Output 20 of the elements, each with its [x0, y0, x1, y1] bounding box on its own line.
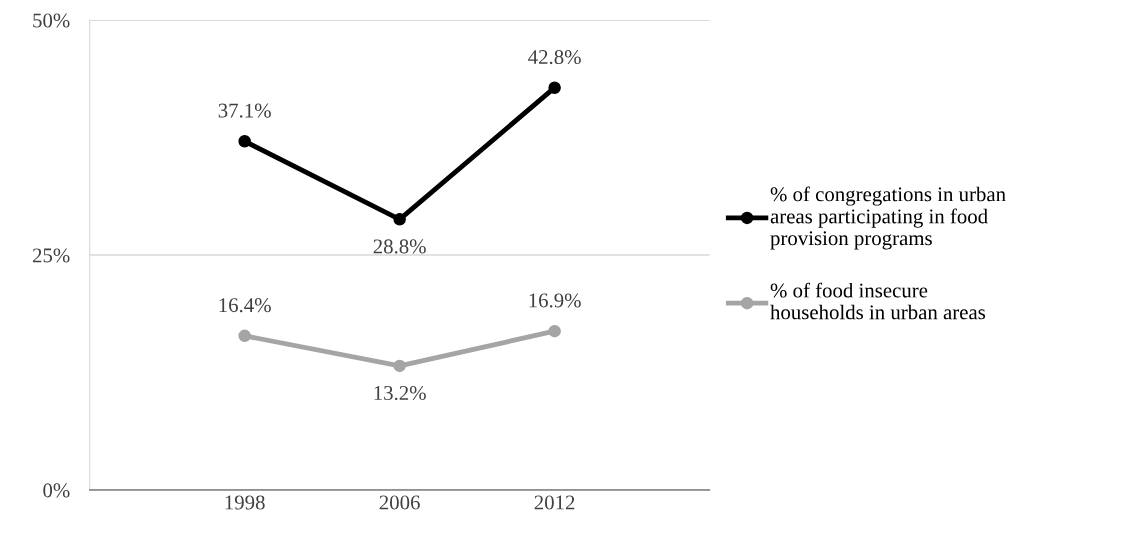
y-tick-label: 50% [33, 13, 70, 28]
point [548, 324, 561, 338]
point [548, 81, 561, 94]
point [393, 213, 406, 226]
legend-label: % of food insecure households in urban areas [770, 282, 986, 320]
data-label: 42.8% [528, 49, 581, 65]
x-tick-label: 2006 [379, 495, 420, 510]
legend-label: % of congregations in urban areas participating in food provision programs [770, 186, 1006, 250]
point [393, 359, 406, 373]
data-label: 16.4% [219, 298, 271, 313]
data-label: 13.2% [374, 385, 426, 401]
point [238, 135, 251, 148]
point [238, 329, 251, 343]
x-tick-label: 2012 [534, 495, 575, 510]
data-label: 37.1% [218, 103, 271, 118]
y-tick-label: 25% [32, 248, 70, 263]
data-label: 16.9% [529, 293, 581, 308]
y-tick-label: 0% [43, 483, 70, 498]
x-tick-label: 1998 [225, 495, 265, 510]
data-label: 28.8% [373, 239, 426, 254]
